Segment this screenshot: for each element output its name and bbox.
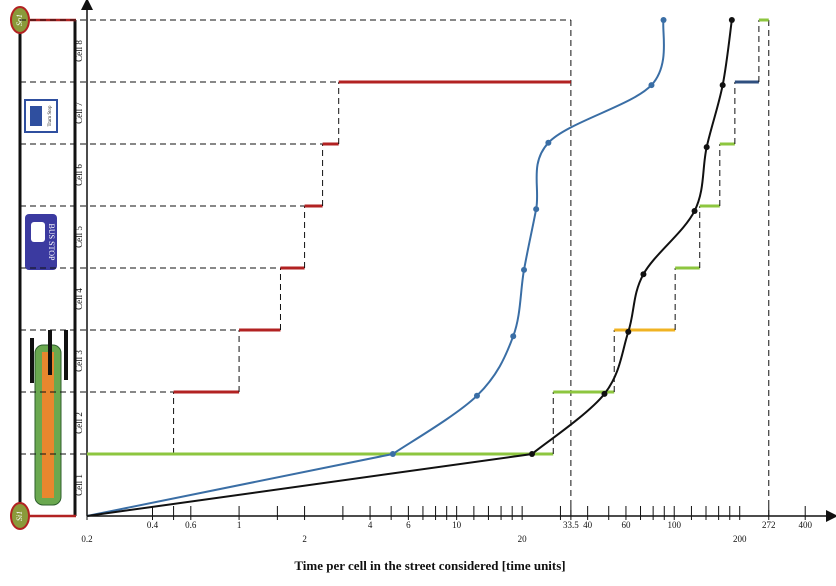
x-axis-label: Time per cell in the street considered [… (294, 558, 565, 573)
point (660, 17, 667, 23)
x-tick-label: 6 (406, 520, 411, 530)
x-tick-label: 2 (302, 534, 307, 544)
point (601, 390, 608, 397)
x-tick-label: 400 (798, 520, 812, 530)
cell-label: Cell 5 (74, 226, 84, 248)
cell-label: Cell 2 (74, 412, 84, 434)
x-tick-label: 100 (667, 520, 681, 530)
bus-stop-icon: BUS STOP (25, 214, 57, 270)
point (389, 451, 396, 457)
point (529, 451, 536, 457)
point (533, 206, 540, 213)
x-tick-label: 20 (518, 534, 528, 544)
source-label: So1 (15, 14, 24, 26)
point (640, 271, 647, 278)
tram-stop-label: Tram Stop (48, 105, 53, 127)
x-tick-label: 60 (621, 520, 631, 530)
x-tick-label: 40 (583, 520, 593, 530)
x-tick-label: 0.2 (81, 534, 92, 544)
x-tick-label: 33.5 (563, 520, 579, 530)
cell-label: Cell 7 (74, 102, 84, 124)
tram (30, 330, 68, 506)
x-tick-label: 1 (237, 520, 242, 530)
cell-label: Cell 1 (74, 474, 84, 496)
point (648, 82, 655, 89)
point (510, 333, 517, 340)
bus-stop-label: BUS STOP (47, 224, 56, 262)
point (728, 17, 735, 23)
point (703, 144, 710, 151)
point (473, 392, 480, 399)
x-tick-label: 10 (452, 520, 462, 530)
sink-node: Si1 (10, 502, 30, 530)
cell-label: Cell 6 (74, 164, 84, 186)
point (719, 82, 726, 89)
point (545, 139, 552, 146)
x-tick-label: 0.4 (147, 520, 159, 530)
x-tick-label: 200 (733, 534, 747, 544)
cell-label: Cell 8 (74, 40, 84, 62)
point (625, 328, 632, 335)
tram-stop-icon: Tram Stop (24, 99, 58, 133)
sink-label: Si1 (15, 511, 24, 521)
x-tick-label: 272 (762, 520, 776, 530)
point (691, 207, 698, 214)
cell-label: Cell 4 (74, 288, 84, 310)
cell-label: Cell 3 (74, 350, 84, 372)
x-tick-label: 4 (368, 520, 373, 530)
x-tick-label: 0.6 (185, 520, 197, 530)
street: Tram Stop BUS STOP So1 Si1 (10, 6, 77, 530)
point (521, 266, 528, 273)
